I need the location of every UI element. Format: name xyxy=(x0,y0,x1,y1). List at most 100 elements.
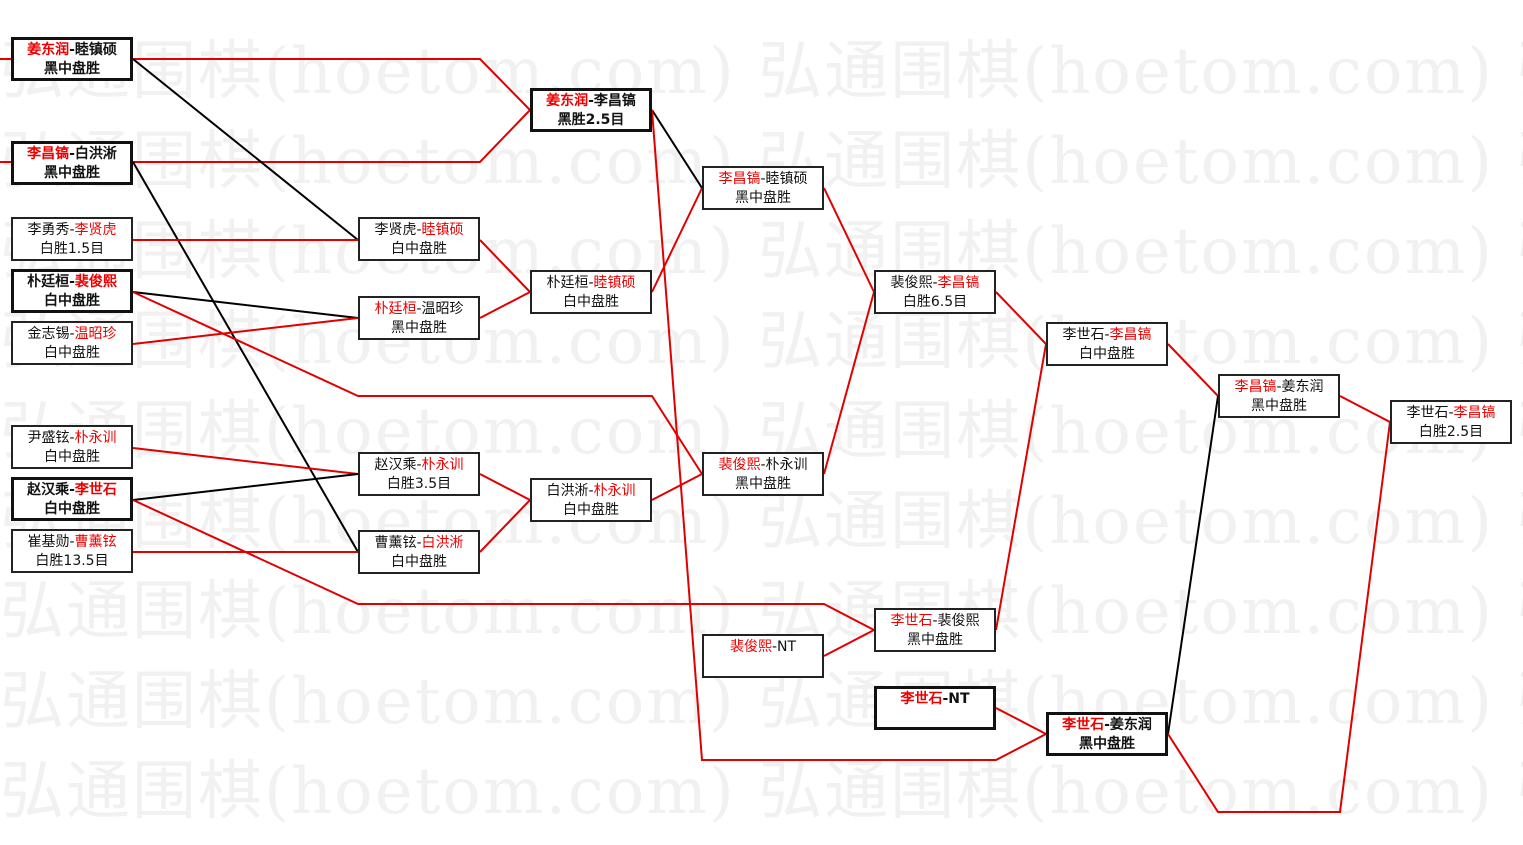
match-players: 朴廷桓-裴俊熙 xyxy=(14,273,130,292)
white-player: NT xyxy=(777,639,797,655)
match-box[interactable]: 朴廷桓-温昭珍 黑中盘胜 xyxy=(358,296,480,340)
white-player: 李昌镐 xyxy=(1453,405,1496,421)
separator: - xyxy=(416,535,422,551)
white-player: 李世石 xyxy=(74,482,117,498)
black-player: 姜东润 xyxy=(27,42,70,58)
match-box[interactable]: 李勇秀-李贤虎 白胜1.5目 xyxy=(11,217,133,261)
white-player: 李昌镐 xyxy=(593,93,636,109)
match-players: 赵汉乘-李世石 xyxy=(14,481,130,500)
match-players: 李勇秀-李贤虎 xyxy=(13,221,131,240)
winner-line xyxy=(995,343,1047,631)
match-result: 白中盘胜 xyxy=(391,241,447,257)
match-box[interactable]: 赵汉乘-朴永训 白胜3.5目 xyxy=(358,452,480,496)
match-result: 白胜6.5目 xyxy=(902,294,968,310)
separator: - xyxy=(1104,717,1110,733)
match-box[interactable]: 朴廷桓-睦镇硕 白中盘胜 xyxy=(530,270,652,314)
separator: - xyxy=(942,691,949,707)
match-box[interactable]: 李昌镐-姜东润 黑中盘胜 xyxy=(1218,374,1340,418)
match-box[interactable]: 裴俊熙-朴永训 黑中盘胜 xyxy=(702,452,824,496)
match-box[interactable]: 白洪淅-朴永训白中盘胜 xyxy=(530,478,652,522)
match-players: 尹盛铉-朴永训 xyxy=(13,429,131,448)
match-box[interactable]: 李世石-李昌镐 白中盘胜 xyxy=(1046,322,1168,366)
separator: - xyxy=(69,534,75,550)
black-player: 裴俊熙 xyxy=(729,639,772,655)
match-box[interactable]: 裴俊熙-NT xyxy=(702,634,824,678)
match-result: 白中盘胜 xyxy=(44,449,100,465)
white-player: 李昌镐 xyxy=(1109,327,1152,343)
match-box[interactable]: 赵汉乘-李世石 白中盘胜 xyxy=(11,477,133,521)
winner-line xyxy=(479,473,531,501)
match-players: 李贤虎-睦镇硕 xyxy=(360,221,478,240)
separator: - xyxy=(760,457,766,473)
match-result: 白中盘胜 xyxy=(563,294,619,310)
match-box[interactable]: 李世石-裴俊熙 黑中盘胜 xyxy=(874,608,996,652)
match-players: 曹薰铉-白洪淅 xyxy=(360,534,478,553)
match-box[interactable]: 尹盛铉-朴永训 白中盘胜 xyxy=(11,425,133,469)
winner-line xyxy=(651,187,703,293)
winner-line xyxy=(1339,395,1391,423)
match-players: 姜东润-睦镇硕 xyxy=(14,41,130,60)
match-box[interactable]: 李贤虎-睦镇硕 白中盘胜 xyxy=(358,217,480,261)
match-box[interactable]: 李昌镐-睦镇硕 黑中盘胜 xyxy=(702,166,824,210)
winner-line xyxy=(133,58,531,111)
match-box[interactable]: 姜东润-李昌镐 黑胜2.5目 xyxy=(530,88,652,132)
match-result: 黑中盘胜 xyxy=(1079,736,1135,752)
winner-line xyxy=(479,499,531,553)
match-box[interactable]: 金志锡-温昭珍 白中盘胜 xyxy=(11,321,133,365)
separator: - xyxy=(760,171,766,187)
separator: - xyxy=(1448,405,1454,421)
black-player: 朴廷桓 xyxy=(374,301,417,317)
match-box[interactable]: 李昌镐-白洪淅 黑中盘胜 xyxy=(11,141,133,185)
match-result: 黑胜2.5目 xyxy=(557,112,625,128)
white-player: 白洪淅 xyxy=(421,535,464,551)
separator: - xyxy=(69,482,75,498)
match-box[interactable]: 李世石-NT xyxy=(874,686,996,730)
black-player: 白洪淅 xyxy=(546,483,589,499)
match-box[interactable]: 李世石-姜东润 黑中盘胜 xyxy=(1046,712,1168,756)
match-result: 白中盘胜 xyxy=(44,501,100,517)
black-player: 崔基勋 xyxy=(27,534,70,550)
winner-line xyxy=(132,499,875,631)
winner-line xyxy=(651,473,703,501)
match-players: 李昌镐-白洪淅 xyxy=(14,145,130,164)
white-player: 姜东润 xyxy=(1281,379,1324,395)
match-result: 黑中盘胜 xyxy=(44,61,100,77)
match-box[interactable]: 李世石-李昌镐 白胜2.5目 xyxy=(1390,400,1512,444)
match-players: 李世石-NT xyxy=(877,690,993,709)
separator: - xyxy=(588,93,594,109)
winner-line xyxy=(1167,421,1391,813)
match-result: 黑中盘胜 xyxy=(44,165,100,181)
match-box[interactable]: 曹薰铉-白洪淅 白中盘胜 xyxy=(358,530,480,574)
match-box[interactable]: 朴廷桓-裴俊熙 白中盘胜 xyxy=(11,269,133,313)
winner-line xyxy=(651,109,1047,761)
separator: - xyxy=(416,222,422,238)
match-result: 白胜1.5目 xyxy=(39,241,105,257)
separator: - xyxy=(588,483,594,499)
white-player: 朴永训 xyxy=(421,457,464,473)
black-player: 李昌镐 xyxy=(718,171,761,187)
match-players: 姜东润-李昌镐 xyxy=(533,92,649,111)
loser-line xyxy=(651,109,703,189)
white-player: 朴永训 xyxy=(593,483,636,499)
match-players: 崔基勋-曹薰铉 xyxy=(13,533,131,552)
black-player: 曹薰铉 xyxy=(374,535,417,551)
match-box[interactable]: 崔基勋-曹薰铉 白胜13.5目 xyxy=(11,529,133,573)
black-player: 李昌镐 xyxy=(27,146,70,162)
winner-line xyxy=(132,447,359,475)
white-player: 温昭珍 xyxy=(421,301,464,317)
winner-line xyxy=(479,239,531,293)
black-player: 朴廷桓 xyxy=(546,275,589,291)
separator: - xyxy=(69,326,75,342)
white-player: 朴永训 xyxy=(765,457,808,473)
separator: - xyxy=(932,275,938,291)
black-player: 李世石 xyxy=(900,691,943,707)
match-result: 白中盘胜 xyxy=(563,502,619,518)
match-box[interactable]: 裴俊熙-李昌镐 白胜6.5目 xyxy=(874,270,996,314)
match-box[interactable]: 姜东润-睦镇硕 黑中盘胜 xyxy=(11,37,133,81)
winner-line xyxy=(1167,343,1219,397)
white-player: 白洪淅 xyxy=(74,146,117,162)
separator: - xyxy=(69,42,75,58)
black-player: 李世石 xyxy=(1406,405,1449,421)
match-players: 裴俊熙-NT xyxy=(704,638,822,657)
